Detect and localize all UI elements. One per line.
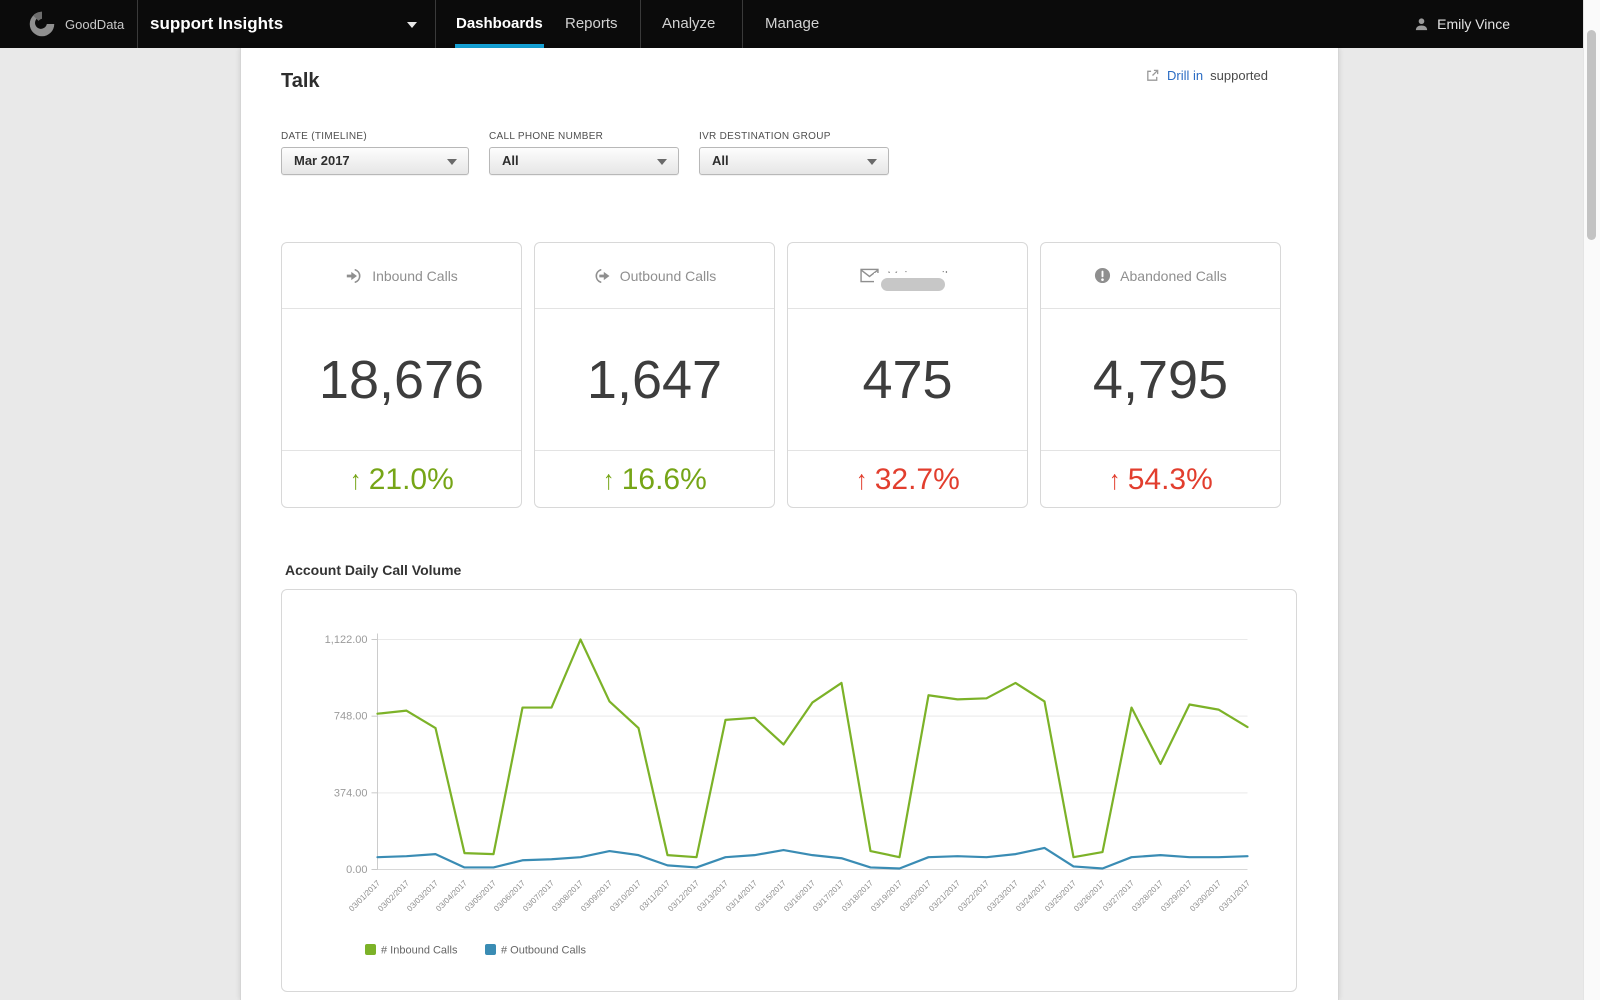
filter-call-phone-number: CALL PHONE NUMBER All bbox=[489, 131, 679, 175]
trend-up-arrow-icon: ↑ bbox=[350, 464, 362, 495]
date-filter-dropdown[interactable]: Mar 2017 bbox=[281, 147, 469, 175]
drill-in-link[interactable]: Drill in bbox=[1167, 68, 1204, 83]
trend-up-arrow-icon: ↑ bbox=[603, 464, 615, 495]
line-chart-canvas[interactable]: 0.00374.00748.001,122.0003/01/201703/02/… bbox=[282, 590, 1296, 991]
kpi-card-abandoned-calls[interactable]: Abandoned Calls 4,795 ↑ 54.3% bbox=[1040, 242, 1281, 508]
svg-text:748.00: 748.00 bbox=[334, 711, 368, 723]
chevron-down-icon bbox=[407, 22, 417, 28]
inbound-calls-icon bbox=[346, 268, 361, 283]
user-menu[interactable]: Emily Vince bbox=[1414, 0, 1510, 48]
filter-label: IVR DESTINATION GROUP bbox=[699, 131, 831, 142]
kpi-title: Outbound Calls bbox=[619, 267, 717, 284]
tab-manage[interactable]: Manage bbox=[765, 15, 820, 32]
drill-in-note: Drill in supported bbox=[1145, 68, 1268, 83]
topbar-divider bbox=[137, 0, 138, 48]
kpi-value: 475 bbox=[862, 349, 953, 410]
gooddata-logo[interactable]: GoodData bbox=[28, 0, 124, 48]
chart-title: Account Daily Call Volume bbox=[285, 562, 462, 578]
svg-text:# Outbound Calls: # Outbound Calls bbox=[501, 945, 586, 957]
dropdown-arrow-icon bbox=[867, 159, 877, 165]
abandoned-calls-icon bbox=[1095, 267, 1111, 284]
vertical-scrollbar-thumb[interactable] bbox=[1587, 30, 1596, 240]
topbar-divider bbox=[742, 0, 743, 48]
drill-in-suffix: supported bbox=[1210, 68, 1268, 83]
kpi-trend-value: 54.3% bbox=[1127, 463, 1213, 496]
ivr-destination-group-dropdown[interactable]: All bbox=[699, 147, 889, 175]
dropdown-arrow-icon bbox=[447, 159, 457, 165]
kpi-title: Inbound Calls bbox=[372, 267, 458, 284]
kpi-card-outbound-calls[interactable]: Outbound Calls 1,647 ↑ 16.6% bbox=[534, 242, 775, 508]
tab-analyze[interactable]: Analyze bbox=[662, 15, 716, 32]
filter-label: DATE (TIMELINE) bbox=[281, 131, 367, 142]
project-name: support Insights bbox=[150, 14, 284, 33]
svg-text:374.00: 374.00 bbox=[334, 787, 368, 799]
gooddata-logo-icon bbox=[29, 11, 55, 37]
kpi-trend: ↑ 21.0% bbox=[282, 450, 521, 509]
dropdown-value: Mar 2017 bbox=[294, 153, 350, 168]
dashboard-panel: Talk Drill in supported DATE (TIMELINE) … bbox=[240, 48, 1339, 1000]
redaction-pill bbox=[881, 278, 945, 291]
call-phone-number-dropdown[interactable]: All bbox=[489, 147, 679, 175]
daily-call-volume-chart-card: 0.00 374.00 748.00 1,122.00 03/01/2017 03/02/… bbox=[281, 589, 1297, 992]
filter-ivr-destination-group: IVR DESTINATION GROUP All bbox=[699, 131, 889, 175]
kpi-trend-value: 21.0% bbox=[368, 463, 454, 496]
project-selector[interactable]: support Insights bbox=[150, 0, 435, 48]
kpi-trend-value: 32.7% bbox=[874, 463, 960, 496]
kpi-card-voicemails[interactable]: Voicemails 475 ↑ 32.7% bbox=[787, 242, 1028, 508]
vertical-scrollbar-track[interactable] bbox=[1583, 0, 1600, 1000]
kpi-value: 18,676 bbox=[318, 349, 485, 410]
kpi-value: 4,795 bbox=[1092, 349, 1229, 410]
overlay-redaction bbox=[948, 256, 968, 274]
svg-text:0.00: 0.00 bbox=[346, 864, 367, 876]
kpi-trend: ↑ 54.3% bbox=[1041, 450, 1280, 509]
topbar-divider bbox=[435, 0, 436, 48]
trend-up-arrow-icon: ↑ bbox=[1109, 464, 1121, 495]
tab-reports[interactable]: Reports bbox=[565, 15, 618, 32]
kpi-title: Abandoned Calls bbox=[1120, 267, 1227, 284]
svg-text:# Inbound Calls: # Inbound Calls bbox=[381, 945, 458, 957]
logo-text: GoodData bbox=[65, 16, 125, 32]
kpi-trend: ↑ 16.6% bbox=[535, 450, 774, 509]
trend-up-arrow-icon: ↑ bbox=[856, 464, 868, 495]
kpi-card-inbound-calls[interactable]: Inbound Calls 18,676 ↑ 21.0% bbox=[281, 242, 522, 508]
svg-text:1,122.00: 1,122.00 bbox=[325, 634, 368, 646]
top-navigation-bar: GoodData support Insights Dashboards Rep… bbox=[0, 0, 1600, 48]
filter-date: DATE (TIMELINE) Mar 2017 bbox=[281, 131, 469, 175]
topbar-divider bbox=[640, 0, 641, 48]
user-name: Emily Vince bbox=[1437, 16, 1510, 32]
overlay-redaction-pill bbox=[874, 273, 966, 297]
outbound-calls-icon bbox=[595, 268, 610, 283]
kpi-trend: ↑ 32.7% bbox=[788, 450, 1027, 509]
kpi-trend-value: 16.6% bbox=[621, 463, 707, 496]
dropdown-value: All bbox=[712, 153, 729, 168]
page-title: Talk bbox=[281, 70, 320, 92]
external-link-icon bbox=[1147, 69, 1159, 81]
dropdown-arrow-icon bbox=[657, 159, 667, 165]
user-icon bbox=[1415, 17, 1428, 30]
dropdown-value: All bbox=[502, 153, 519, 168]
tab-dashboards[interactable]: Dashboards bbox=[455, 0, 544, 48]
filter-label: CALL PHONE NUMBER bbox=[489, 131, 604, 142]
svg-text:03/31/2017: 03/31/2017 bbox=[1217, 878, 1252, 913]
kpi-value: 1,647 bbox=[586, 349, 723, 410]
